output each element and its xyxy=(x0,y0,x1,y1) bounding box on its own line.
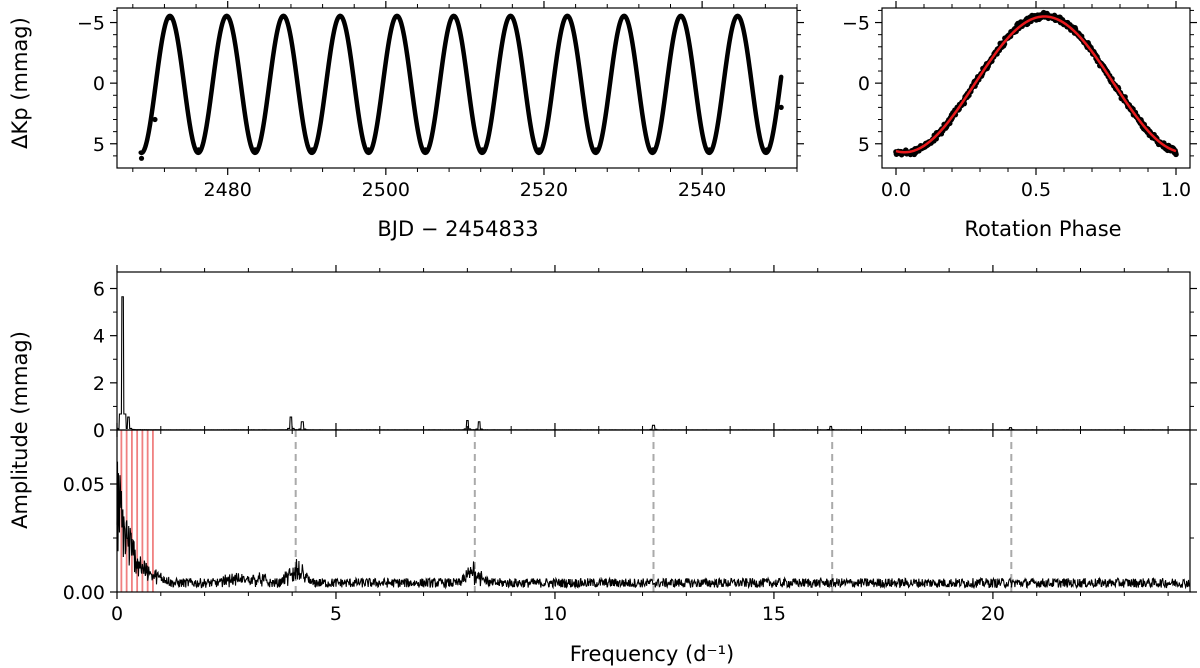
light-curve-point xyxy=(451,13,457,20)
light-curve-point xyxy=(138,155,145,161)
light-curve-xtick-label: 2520 xyxy=(520,179,568,201)
light-curve-ytick-label: 0 xyxy=(93,73,105,95)
spectrum-lower-xtick-label: 15 xyxy=(762,603,786,625)
phase-curve-xtick-label: 0.5 xyxy=(1021,179,1051,201)
light-curve-point xyxy=(422,147,428,153)
phase-curve-ytick-label: 0 xyxy=(858,73,870,95)
light-curve-point xyxy=(622,13,628,20)
phase-curve-ytick-label: 5 xyxy=(858,134,870,156)
spectrum-upper-ytick-label: 4 xyxy=(93,326,105,348)
phase-curve-fit-line xyxy=(895,15,1177,154)
light-curve-point xyxy=(195,147,202,153)
spectrum-upper-ytick-label: 6 xyxy=(93,279,105,301)
spectrum-lower-xtick-label: 5 xyxy=(330,603,342,625)
spectrum-lower-line xyxy=(116,461,1191,590)
light-curve-point xyxy=(252,147,258,153)
light-curve-point xyxy=(536,147,542,153)
light-curve-frame xyxy=(116,7,798,169)
spectrum-lower-xtick-label: 20 xyxy=(981,603,1005,625)
light-curve-point xyxy=(778,104,784,110)
phase-curve-xtick-label: 1.0 xyxy=(1161,179,1191,201)
spectrum-ylabel: Amplitude (mmag) xyxy=(8,331,32,529)
light-curve-point xyxy=(764,147,770,153)
spectrum-lower-xtick-label: 10 xyxy=(543,603,567,625)
light-curve-point xyxy=(565,13,571,20)
spectrum-lower-ytick-label: 0.00 xyxy=(63,582,105,604)
light-curve-xtick-label: 2480 xyxy=(204,179,252,201)
light-curve-xtick-label: 2540 xyxy=(678,179,726,201)
spectrum-lower-frame xyxy=(116,429,1191,593)
light-curve-ylabel: ΔKp (mmag) xyxy=(8,17,32,149)
phase-curve-xtick-label: 0.0 xyxy=(881,179,911,201)
phase-curve-panel: 0.0 0.5 1.0 −5 0 5 xyxy=(842,1,1197,201)
light-curve-series xyxy=(138,13,784,156)
light-curve-xtick-label: 2500 xyxy=(362,179,410,201)
spectrum-lower-xtick-label: 0 xyxy=(111,603,123,625)
amplitude-spectrum-panel: 0 5 10 15 20 0 2 4 6 0.00 0.05 xyxy=(63,265,1197,625)
light-curve-point xyxy=(365,147,372,153)
light-curve-point xyxy=(224,13,230,20)
phase-curve-point xyxy=(1173,151,1179,158)
light-curve-point xyxy=(309,147,315,153)
light-curve-point xyxy=(735,13,741,20)
light-curve-point xyxy=(706,147,712,153)
light-curve-point xyxy=(167,15,173,21)
light-curve-point xyxy=(678,13,685,20)
light-curve-xlabel: BJD − 2454833 xyxy=(377,217,538,241)
spectrum-xlabel: Frequency (d⁻¹) xyxy=(570,642,734,666)
light-curve-point xyxy=(394,13,400,20)
spectrum-upper-line xyxy=(116,296,1191,431)
light-curve-point xyxy=(479,147,485,153)
light-curve-point xyxy=(593,147,599,153)
phase-curve-xlabel: Rotation Phase xyxy=(964,217,1121,241)
light-curve-ytick-label: −5 xyxy=(77,13,105,35)
light-curve-point xyxy=(508,13,514,20)
phase-curve-ytick-label: −5 xyxy=(842,13,870,35)
light-curve-panel: 2480 2500 2520 2540 −5 0 5 xyxy=(77,1,804,201)
spectrum-upper-ytick-label: 2 xyxy=(93,373,105,395)
spectrum-upper-ytick-label: 0 xyxy=(93,420,105,442)
light-curve-point xyxy=(281,13,287,20)
spectrum-upper-frame xyxy=(116,271,1191,431)
light-curve-point xyxy=(337,13,343,20)
light-curve-point xyxy=(650,147,656,153)
spectrum-lower-ytick-label: 0.05 xyxy=(63,474,105,496)
light-curve-ytick-label: 5 xyxy=(93,134,105,156)
light-curve-point xyxy=(152,116,158,123)
